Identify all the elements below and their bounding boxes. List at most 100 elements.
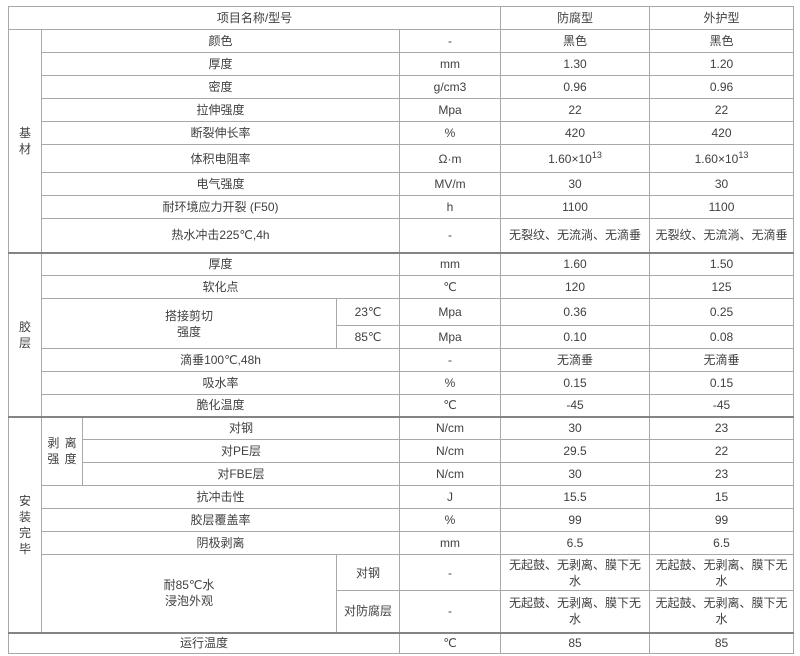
row-cathodic-name: 阴极剥离	[41, 531, 400, 555]
row-density-value-fangfu: 0.96	[500, 75, 650, 99]
row-impact-name: 抗冲击性	[41, 485, 400, 509]
row-sag-unit: -	[399, 348, 501, 372]
row-resistivity: 体积电阻率 Ω·m 1.60×1013 1.60×1013	[9, 144, 794, 173]
row-tensile-unit: Mpa	[399, 98, 501, 122]
row-color: 基 材 颜色 - 黑色 黑色	[8, 29, 794, 253]
row-thickness-base-value-waihu: 1.20	[649, 52, 794, 76]
resistivity-base: 1.60×10	[694, 151, 739, 166]
row-lap85-value-fangfu: 0.10	[500, 325, 650, 349]
row-impact-value-waihu: 15	[649, 485, 794, 509]
row-color-value-waihu: 黑色	[649, 29, 794, 53]
resistivity-exponent: 13	[591, 149, 602, 160]
row-impact-unit: J	[399, 485, 501, 509]
row-peel-fbe-name: 对FBE层	[82, 462, 400, 486]
row-impact-value-fangfu: 15.5	[500, 485, 650, 509]
row-peel-fbe: 对FBE层 N/cm 30 23	[9, 462, 794, 486]
row-density: 密度 g/cm3 0.96 0.96	[9, 75, 794, 99]
row-cathodic: 阴极剥离 mm 6.5 6.5	[9, 531, 794, 555]
row-lap23-condition: 23℃	[336, 298, 400, 326]
row-resistivity-value-waihu: 1.60×1013	[649, 144, 794, 173]
row-sag-name: 滴垂100℃,48h	[41, 348, 400, 372]
row-impact: 抗冲击性 J 15.5 15	[9, 485, 794, 509]
row-tensile-name: 拉伸强度	[41, 98, 400, 122]
row-escr-value-fangfu: 1100	[500, 195, 650, 219]
row-peel-pe-value-waihu: 22	[649, 439, 794, 463]
row-absorption-unit: %	[399, 371, 501, 395]
row-operating-value-waihu: 85	[649, 631, 794, 654]
row-cathodic-unit: mm	[399, 531, 501, 555]
row-thickness-adhesive-unit: mm	[399, 251, 501, 276]
row-embrittlement: 脆化温度 ℃ -45 -45	[9, 394, 794, 417]
row-soak-coating-condition: 对防腐层	[336, 590, 400, 633]
subgroup-label-lap-shear: 搭接剪切 强度	[41, 298, 337, 349]
row-absorption-value-fangfu: 0.15	[500, 371, 650, 395]
row-coverage-name: 胶层覆盖率	[41, 508, 400, 532]
row-thickness-adhesive-name: 厚度	[41, 251, 400, 276]
subgroup-label-peel-strength: 剥 离 强 度	[41, 415, 83, 486]
row-sag-value-fangfu: 无滴垂	[500, 348, 650, 372]
row-soak-steel-value-waihu: 无起鼓、无剥离、膜下无水	[649, 554, 794, 591]
group-label-adhesive-layer: 胶 层	[8, 251, 42, 417]
row-softening-name: 软化点	[41, 275, 400, 299]
row-operating-unit: ℃	[399, 631, 501, 654]
row-coverage-unit: %	[399, 508, 501, 532]
row-thickness-adhesive-value-fangfu: 1.60	[500, 251, 650, 276]
row-thickness-base-name: 厚度	[41, 52, 400, 76]
row-lap85-value-waihu: 0.08	[649, 325, 794, 349]
row-peel-pe-unit: N/cm	[399, 439, 501, 463]
row-thickness-adhesive-value-waihu: 1.50	[649, 251, 794, 276]
row-hot-water-value-waihu: 无裂纹、无流淌、无滴垂	[649, 218, 794, 253]
product-spec-table: 项目名称/型号 防腐型 外护型 基 材 颜色 - 黑色 黑色 厚度 mm 1.3…	[8, 6, 794, 654]
row-peel-pe-value-fangfu: 29.5	[500, 439, 650, 463]
row-peel-pe-name: 对PE层	[82, 439, 400, 463]
row-embrittle-value-fangfu: -45	[500, 394, 650, 417]
row-water-absorption: 吸水率 % 0.15 0.15	[9, 371, 794, 395]
row-lap23-unit: Mpa	[399, 298, 501, 326]
row-resistivity-name: 体积电阻率	[41, 144, 400, 173]
row-color-value-fangfu: 黑色	[500, 29, 650, 53]
row-operating-temp: 运行温度 ℃ 85 85	[8, 631, 794, 654]
header-type2-cell: 外护型	[649, 6, 794, 30]
row-tensile: 拉伸强度 Mpa 22 22	[9, 98, 794, 122]
resistivity-exponent: 13	[738, 149, 749, 160]
row-elongation-unit: %	[399, 121, 501, 145]
row-peel-pe: 对PE层 N/cm 29.5 22	[9, 439, 794, 463]
row-cathodic-value-fangfu: 6.5	[500, 531, 650, 555]
row-sag-value-waihu: 无滴垂	[649, 348, 794, 372]
row-elongation-name: 断裂伸长率	[41, 121, 400, 145]
row-soak-steel-condition: 对钢	[336, 554, 400, 591]
row-soak-coating-value-waihu: 无起鼓、无剥离、膜下无水	[649, 590, 794, 633]
row-coverage-value-waihu: 99	[649, 508, 794, 532]
row-peel-steel-unit: N/cm	[399, 415, 501, 440]
row-density-unit: g/cm3	[399, 75, 501, 99]
row-lap85-condition: 85℃	[336, 325, 400, 349]
group-label-base-material: 基 材	[8, 29, 42, 253]
row-sag: 滴垂100℃,48h - 无滴垂 无滴垂	[9, 348, 794, 372]
row-coverage-value-fangfu: 99	[500, 508, 650, 532]
group-label-installed: 安 装 完 毕	[8, 415, 42, 633]
row-lap-shear-23: 搭接剪切 强度 23℃ Mpa 0.36 0.25	[9, 298, 794, 349]
row-embrittle-unit: ℃	[399, 394, 501, 417]
row-softening-value-fangfu: 120	[500, 275, 650, 299]
row-thickness-base-unit: mm	[399, 52, 501, 76]
row-color-name: 颜色	[41, 29, 400, 53]
row-color-unit: -	[399, 29, 501, 53]
row-peel-fbe-value-waihu: 23	[649, 462, 794, 486]
row-dielectric-unit: MV/m	[399, 172, 501, 196]
row-dielectric-value-waihu: 30	[649, 172, 794, 196]
row-thickness-adhesive: 胶 层 厚度 mm 1.60 1.50	[8, 251, 794, 417]
row-soak-coating: 对防腐层 - 无起鼓、无剥离、膜下无水 无起鼓、无剥离、膜下无水	[9, 590, 794, 633]
row-lap85-unit: Mpa	[399, 325, 501, 349]
row-tensile-value-waihu: 22	[649, 98, 794, 122]
subgroup-label-water-soak: 耐85℃水 浸泡外观	[41, 554, 337, 633]
resistivity-base: 1.60×10	[548, 151, 592, 166]
row-escr: 耐环境应力开裂 (F50) h 1100 1100	[9, 195, 794, 219]
row-softening-value-waihu: 125	[649, 275, 794, 299]
row-resistivity-unit: Ω·m	[399, 144, 501, 173]
row-soak-coating-unit: -	[399, 590, 501, 633]
row-embrittle-value-waihu: -45	[649, 394, 794, 417]
row-density-name: 密度	[41, 75, 400, 99]
header-type1-cell: 防腐型	[500, 6, 650, 30]
row-hot-water-shock: 热水冲击225℃,4h - 无裂纹、无流淌、无滴垂 无裂纹、无流淌、无滴垂	[9, 218, 794, 253]
row-softening-point: 软化点 ℃ 120 125	[9, 275, 794, 299]
